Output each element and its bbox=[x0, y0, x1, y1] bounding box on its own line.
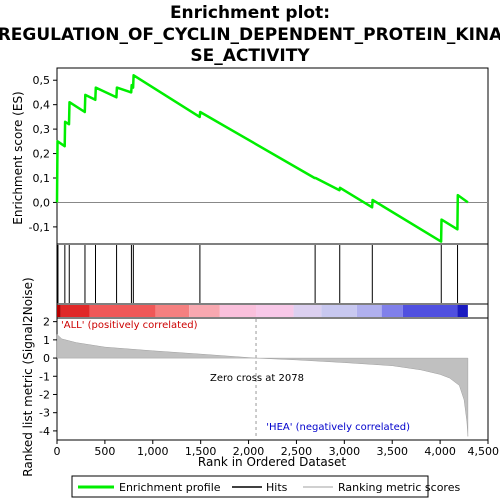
enrichment-profile bbox=[55, 74, 469, 243]
x-tick-label: 3,000 bbox=[329, 445, 361, 458]
x-tick-label: 2,500 bbox=[281, 445, 313, 458]
positive-correlation-label: 'ALL' (positively correlated) bbox=[61, 320, 198, 331]
ranking-metric-area bbox=[56, 319, 469, 439]
es-y-tick-label: 0,0 bbox=[33, 196, 51, 209]
es-y-tick-label: 0,4 bbox=[33, 99, 51, 112]
rank-color-segment bbox=[321, 305, 357, 317]
x-tick-label: 3,500 bbox=[376, 445, 408, 458]
metric-y-tick-label: 1 bbox=[43, 334, 50, 347]
es-y-tick-label: 0,3 bbox=[33, 123, 51, 136]
x-tick-label: 500 bbox=[94, 445, 115, 458]
rank-color-segment bbox=[155, 305, 190, 317]
zero-cross-label: Zero cross at 2078 bbox=[210, 373, 304, 384]
x-tick-label: 1,000 bbox=[137, 445, 169, 458]
rank-color-segment bbox=[402, 305, 458, 317]
es-y-tick-label: 0,2 bbox=[33, 148, 51, 161]
es-y-tick-label: 0,5 bbox=[33, 74, 51, 87]
x-tick-label: 4,500 bbox=[468, 445, 500, 458]
metric-y-axis-title: Ranked list metric (Signal2Noise) bbox=[21, 277, 35, 476]
rank-color-segment bbox=[60, 305, 90, 317]
es-y-axis-title: Enrichment score (ES) bbox=[11, 91, 25, 224]
rank-color-segment bbox=[89, 305, 156, 317]
rank-color-segment bbox=[381, 305, 403, 317]
chart-title-line3: SE_ACTIVITY bbox=[190, 46, 310, 66]
metric-y-tick-label: 0 bbox=[43, 352, 50, 365]
x-tick-label: 1,500 bbox=[185, 445, 217, 458]
metric-y-tick-label: 2 bbox=[43, 316, 50, 329]
rank-color-bar bbox=[57, 305, 468, 317]
rank-color-segment bbox=[256, 305, 294, 317]
metric-y-tick-label: -2 bbox=[39, 388, 50, 401]
es-y-tick-label: -0,1 bbox=[29, 221, 50, 234]
metric-panel-frame bbox=[56, 317, 489, 441]
rank-color-segment bbox=[57, 305, 61, 317]
negative-correlation-label: 'HEA' (negatively correlated) bbox=[266, 422, 410, 433]
metric-y-tick-label: -1 bbox=[39, 370, 50, 383]
es-y-axis: 0,5 0,4 0,3 0,2 0,1 0,0 -0,1 bbox=[29, 74, 57, 234]
metric-y-axis: 2 1 0 -1 -2 -3 -4 bbox=[39, 316, 57, 438]
x-axis: 0 500 1,000 1,500 2,000 2,500 3,000 3,500 4,000 4… bbox=[54, 440, 500, 458]
chart-title-line2: REGULATION_OF_CYCLIN_DEPENDENT_PROTEIN_K… bbox=[0, 25, 500, 45]
metric-y-tick-label: -4 bbox=[39, 425, 50, 438]
ranking-metric-fill bbox=[56, 333, 469, 437]
rank-color-segment bbox=[189, 305, 220, 317]
rank-color-segment bbox=[457, 305, 468, 317]
x-tick-label: 0 bbox=[54, 445, 61, 458]
es-y-tick-label: 0,1 bbox=[33, 172, 51, 185]
x-tick-label: 2,000 bbox=[233, 445, 265, 458]
hits-panel-frame bbox=[56, 243, 489, 305]
hit-marks bbox=[57, 245, 459, 303]
x-tick-label: 4,000 bbox=[424, 445, 456, 458]
legend: Enrichment profile Hits Ranking metric s… bbox=[71, 475, 460, 498]
legend-hits-label: Hits bbox=[266, 481, 288, 494]
enrichment-profile-line bbox=[55, 74, 469, 243]
legend-enrichment-label: Enrichment profile bbox=[119, 481, 221, 494]
chart-title-line1: Enrichment plot: bbox=[170, 3, 330, 23]
legend-ranking-label: Ranking metric scores bbox=[338, 481, 460, 494]
rank-color-segment bbox=[356, 305, 382, 317]
rank-color-segment bbox=[293, 305, 322, 317]
es-panel-frame bbox=[56, 67, 489, 245]
rank-color-segment bbox=[219, 305, 257, 317]
metric-y-tick-label: -3 bbox=[39, 407, 50, 420]
x-axis-title: Rank in Ordered Dataset bbox=[198, 455, 346, 469]
